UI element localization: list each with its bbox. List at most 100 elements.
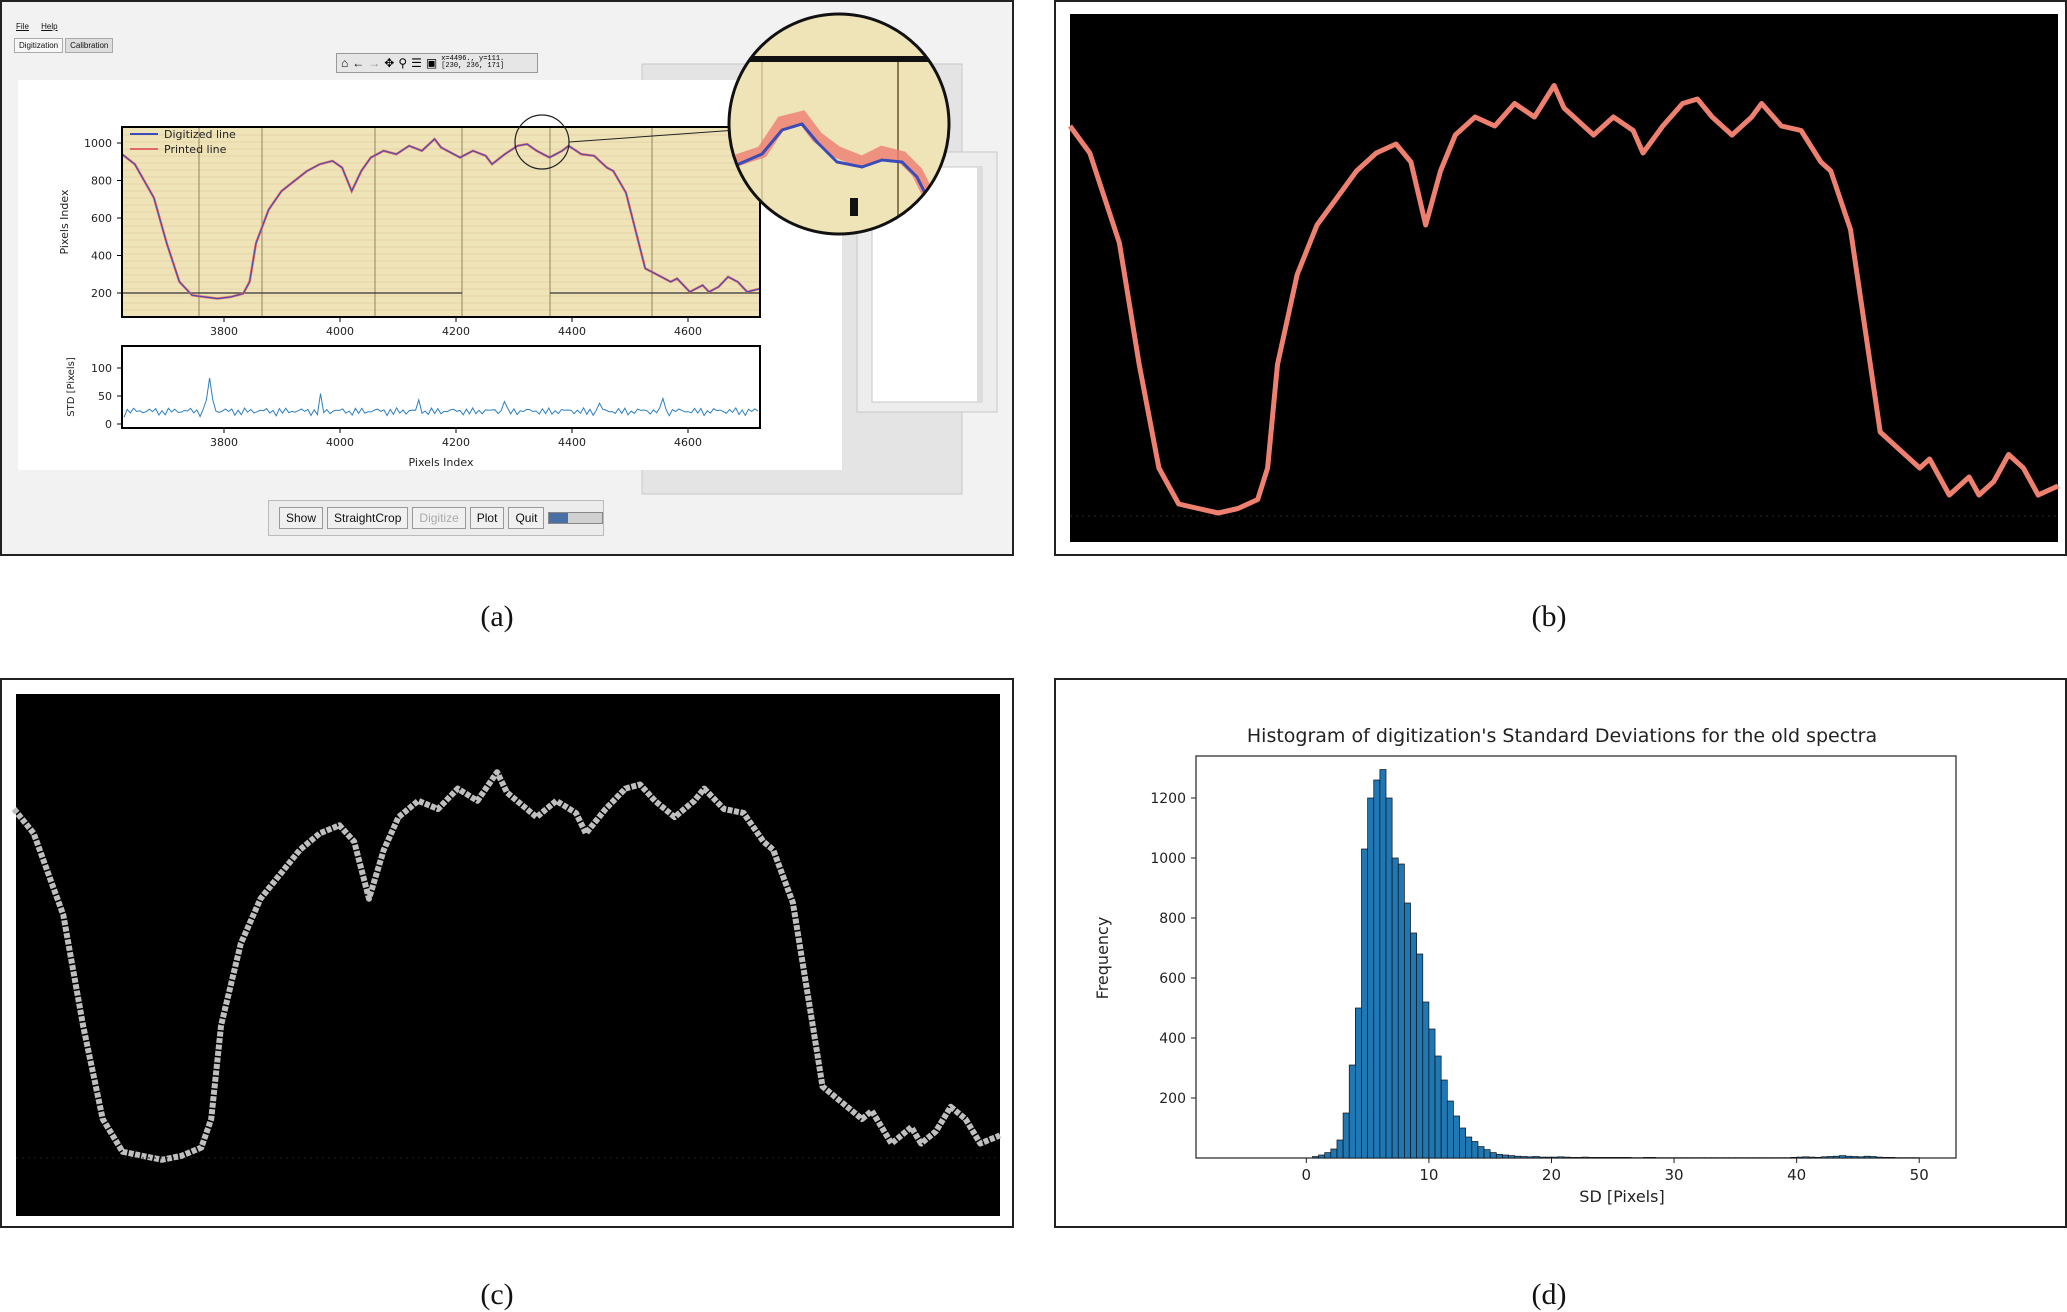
- histogram-bar: [1563, 1156, 1571, 1159]
- histogram-bar: [1434, 1055, 1442, 1159]
- histogram-bar: [1551, 1156, 1558, 1159]
- histogram-bar: [1833, 1155, 1840, 1159]
- forward-arrow-icon[interactable]: →: [368, 56, 381, 70]
- histogram-bar: [1569, 1157, 1577, 1159]
- std-line: [123, 377, 759, 418]
- histogram-bar: [1624, 1157, 1632, 1159]
- y-tick-label: 1200: [1150, 791, 1186, 807]
- histogram-bar: [1373, 779, 1381, 1159]
- progress-bar: [548, 512, 603, 524]
- x-tick-label: 4600: [674, 325, 702, 338]
- bottom-plot-x-ticks: 3800 4000 4200 4400 4600: [210, 428, 702, 449]
- histogram-bar: [1342, 1112, 1350, 1159]
- menu-help[interactable]: Help: [41, 22, 58, 31]
- histogram-bar: [1318, 1154, 1326, 1159]
- histogram-bar: [1594, 1157, 1601, 1159]
- digitize-button[interactable]: Digitize: [412, 507, 466, 529]
- progress-bar-fill: [549, 513, 568, 523]
- histogram-bar: [1643, 1157, 1650, 1159]
- cursor-coordinates: x=4496., y=111. [230, 236, 171]: [441, 56, 504, 70]
- histogram-bar: [1391, 857, 1399, 1159]
- caption-b: (b): [1531, 600, 1567, 633]
- zoom-icon[interactable]: ⚲: [398, 56, 408, 70]
- panel-c-canvas: [11, 694, 1002, 1216]
- panel-b-extracted-line: [1054, 0, 2067, 556]
- top-plot-frame: [121, 126, 761, 318]
- histogram-bar: [1330, 1148, 1338, 1159]
- top-plot-y-ticks: 200 400 600 800 1000: [84, 137, 122, 300]
- quit-button[interactable]: Quit: [508, 507, 545, 529]
- y-tick-label: 600: [91, 212, 112, 225]
- histogram-bar: [1808, 1156, 1816, 1159]
- y-tick-label: 200: [1159, 1091, 1186, 1107]
- bottom-plot: 0 50 100 3800 4000 4200 4400 4600 STD [Pixels]…: [66, 345, 761, 469]
- histogram-bar: [1471, 1141, 1479, 1159]
- x-axis-label: SD [Pixels]: [1579, 1187, 1664, 1206]
- histogram-bars: [1312, 769, 1920, 1159]
- histogram-bar: [1649, 1157, 1657, 1159]
- show-button[interactable]: Show: [279, 507, 324, 529]
- histogram-bar: [1581, 1156, 1589, 1159]
- x-tick-label: 4600: [674, 436, 702, 449]
- x-tick-label: 4000: [326, 325, 354, 338]
- histogram-bar: [1312, 1156, 1319, 1159]
- pan-icon[interactable]: ✥: [384, 56, 395, 70]
- y-tick-label: 800: [91, 175, 112, 188]
- caption-c: (c): [480, 1278, 514, 1311]
- histogram-bar: [1857, 1156, 1865, 1159]
- histogram-bar: [1814, 1157, 1822, 1159]
- y-tick-label: 1000: [84, 137, 112, 150]
- tab-digitization[interactable]: Digitization: [14, 38, 64, 53]
- save-icon[interactable]: ▣: [425, 56, 438, 70]
- zoom-printed-line: [730, 110, 933, 195]
- x-tick-label: 4200: [442, 325, 470, 338]
- x-tick-label: 50: [1910, 1166, 1929, 1184]
- histogram-bar: [1851, 1156, 1859, 1159]
- histogram-bar: [1324, 1152, 1332, 1159]
- x-tick-label: 3800: [210, 325, 238, 338]
- settings-icon[interactable]: ☰: [411, 56, 422, 70]
- histogram-bar: [1410, 932, 1417, 1159]
- histogram-bar: [1888, 1157, 1896, 1159]
- y-axis-label: Frequency: [1093, 917, 1112, 1000]
- zoom-magnifier-circle: [727, 12, 951, 236]
- top-plot-x-ticks: 3800 4000 4200 4400 4600: [210, 317, 702, 338]
- histogram-bar: [1882, 1157, 1889, 1159]
- histogram-bar: [1545, 1156, 1552, 1159]
- histogram-bar: [1397, 863, 1405, 1159]
- panel-d-canvas: Histogram of digitization's Standard Dev…: [1093, 725, 1957, 1206]
- panel-b-canvas: [1067, 14, 2060, 542]
- x-tick-label: 20: [1542, 1166, 1561, 1184]
- histogram-bar: [1502, 1154, 1509, 1159]
- plot-button[interactable]: Plot: [469, 507, 505, 529]
- straight-crop-button[interactable]: StraightCrop: [327, 507, 409, 529]
- histogram-bar: [1606, 1157, 1614, 1159]
- back-arrow-icon[interactable]: ←: [352, 56, 365, 70]
- y-tick-label: 600: [1159, 971, 1186, 987]
- histogram-bar: [1526, 1156, 1534, 1159]
- histogram-bar: [1796, 1156, 1804, 1159]
- histogram-bar: [1618, 1157, 1626, 1159]
- x-tick-label: 40: [1787, 1166, 1806, 1184]
- panel-b-extracted-curve: [1067, 83, 2060, 516]
- histogram-bar: [1453, 1115, 1460, 1159]
- histogram-bar: [1428, 1028, 1436, 1159]
- side-scrollbar[interactable]: [977, 167, 983, 402]
- histogram-bar: [1440, 1079, 1448, 1159]
- panel-c-black-background: [16, 694, 1000, 1216]
- home-icon[interactable]: ⌂: [341, 56, 349, 70]
- tab-calibration[interactable]: Calibration: [65, 38, 114, 53]
- plot-frame: [1195, 755, 1957, 1159]
- panel-c-grayscale-curve: [11, 769, 1002, 1163]
- x-tick-label: 10: [1419, 1166, 1438, 1184]
- x-tick-label: 0: [1302, 1166, 1312, 1184]
- top-plot-ylabel: Pixels Index: [58, 189, 71, 254]
- bottom-plot-xlabel: Pixels Index: [409, 456, 474, 469]
- zoom-connector-line: [568, 129, 738, 143]
- histogram-bar: [1508, 1155, 1516, 1159]
- coord-line-2: [230, 236, 171]: [441, 62, 505, 70]
- menu-file[interactable]: File: [16, 22, 29, 31]
- histogram-bar: [1422, 1001, 1430, 1159]
- histogram-bar: [1348, 1064, 1356, 1159]
- histogram-bar: [1367, 797, 1375, 1159]
